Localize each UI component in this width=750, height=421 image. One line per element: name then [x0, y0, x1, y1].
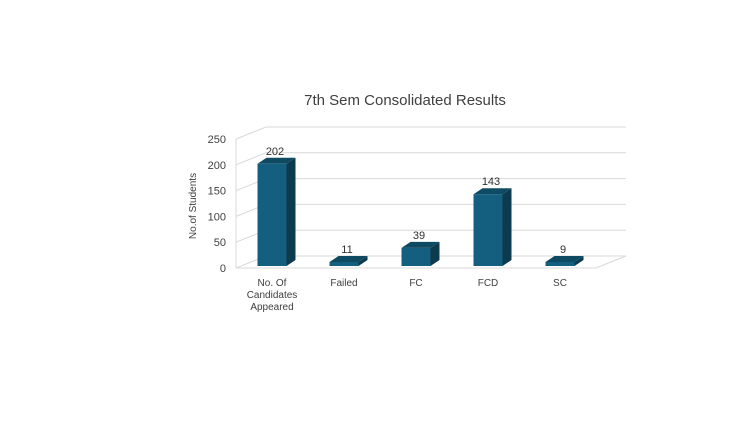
data-label: 39 [413, 230, 425, 242]
y-tick-label: 100 [208, 211, 226, 223]
bar-top [329, 256, 368, 262]
bar-top [473, 188, 512, 195]
bar-side [286, 157, 296, 266]
category-label-line: FCD [478, 278, 499, 289]
bar [473, 188, 512, 266]
bar-top [401, 241, 440, 248]
bar-front [329, 262, 359, 266]
chart-title: 7th Sem Consolidated Results [304, 92, 506, 109]
category-label: FC [409, 278, 422, 289]
gridline [235, 126, 626, 140]
y-tick-label: 250 [208, 134, 226, 146]
bar [329, 256, 368, 266]
category-label: FCD [478, 278, 499, 289]
y-axis-label: No.of Students [188, 173, 199, 239]
data-label: 202 [266, 146, 284, 158]
category-label-line: Appeared [250, 302, 293, 313]
bar [401, 241, 440, 266]
bars: 202 11 39 143 9 [257, 146, 584, 266]
category-label-line: FC [409, 278, 422, 289]
bar-side [358, 256, 368, 266]
bar-side [430, 241, 440, 266]
category-label-line: No. Of [258, 278, 287, 289]
y-tick-label: 0 [220, 263, 226, 275]
data-label: 143 [482, 176, 500, 188]
bar-front [473, 194, 503, 266]
bar-top [545, 256, 584, 262]
category-label: Failed [330, 278, 357, 289]
category-label: SC [553, 278, 567, 289]
category-label-line: Candidates [247, 290, 298, 301]
bar-top [257, 157, 296, 164]
y-tick-label: 50 [214, 237, 226, 249]
x-axis-categories: No. Of Candidates Appeared Failed FC FCD SC [247, 278, 567, 313]
bar [545, 256, 584, 266]
bar [257, 157, 296, 266]
bar-side [574, 256, 584, 266]
data-label: 9 [560, 244, 566, 256]
floor-edge [236, 255, 627, 269]
y-tick-label: 200 [208, 160, 226, 172]
category-label-line: SC [553, 278, 567, 289]
bar-front [545, 262, 575, 266]
bar-side [502, 188, 512, 266]
category-label-line: Failed [330, 278, 357, 289]
bar-front [257, 163, 287, 266]
category-label: No. Of Candidates Appeared [247, 278, 298, 313]
bar-front [401, 247, 431, 266]
gridline [235, 152, 626, 166]
y-axis-ticks: 0 50 100 150 200 250 [208, 134, 226, 275]
y-tick-label: 150 [208, 186, 226, 198]
data-label: 11 [341, 244, 352, 256]
